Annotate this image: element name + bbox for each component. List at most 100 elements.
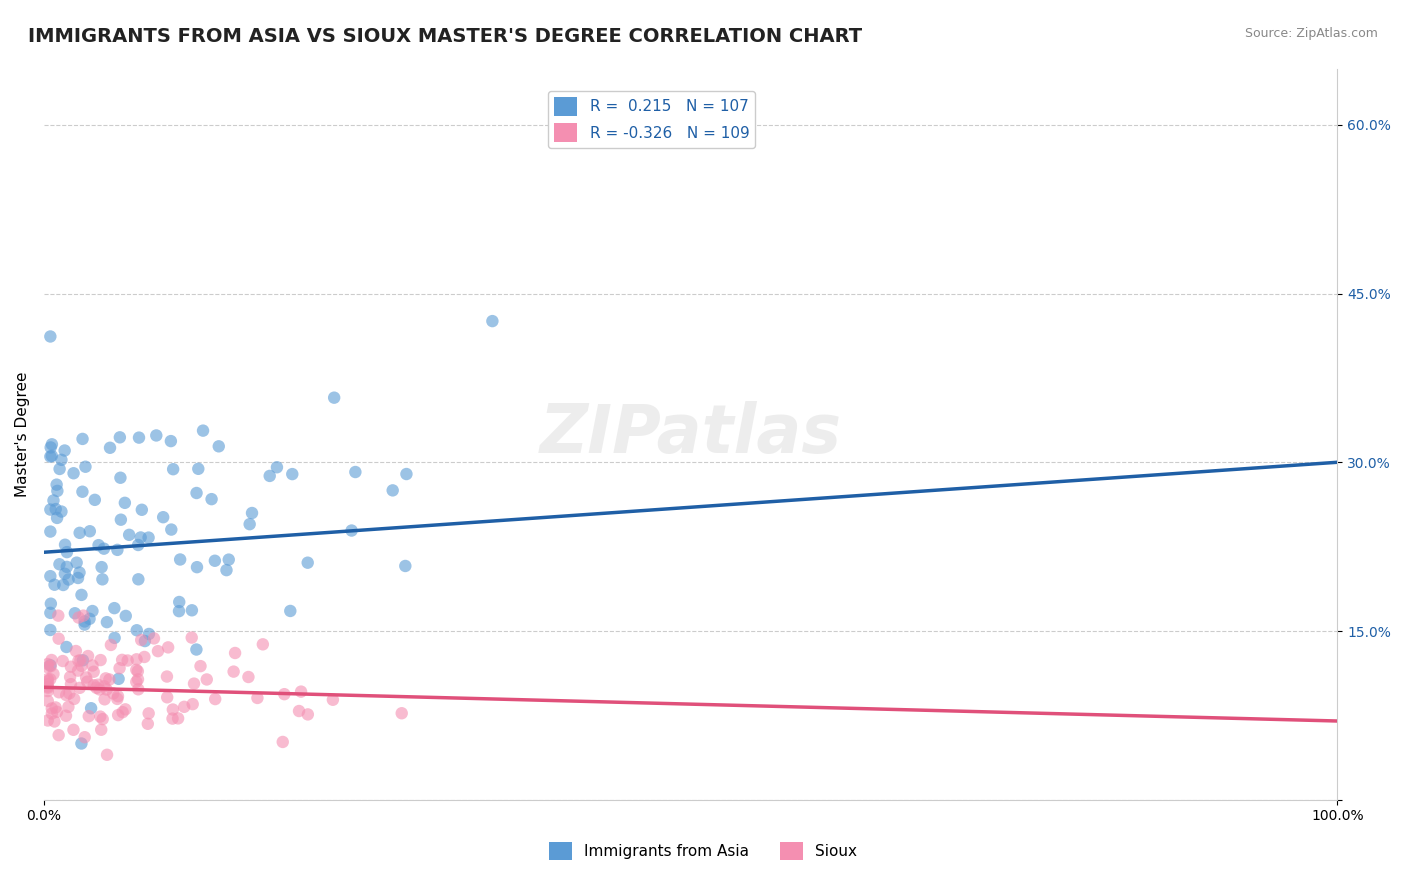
Sioux bbox=[37, 660, 59, 674]
Sioux bbox=[37, 681, 59, 695]
Sioux bbox=[252, 637, 274, 651]
Sioux bbox=[37, 657, 59, 671]
Immigrants from Asia bbox=[63, 606, 86, 620]
Immigrants from Asia bbox=[127, 572, 149, 586]
Immigrants from Asia bbox=[73, 617, 96, 632]
Sioux bbox=[391, 706, 413, 721]
Immigrants from Asia bbox=[103, 601, 125, 615]
Sioux bbox=[89, 682, 111, 697]
Sioux bbox=[127, 665, 149, 679]
Sioux bbox=[76, 674, 98, 689]
Sioux bbox=[125, 663, 148, 677]
Sioux bbox=[55, 708, 77, 723]
Immigrants from Asia bbox=[344, 465, 367, 479]
Sioux bbox=[180, 631, 202, 645]
Immigrants from Asia bbox=[145, 428, 167, 442]
Immigrants from Asia bbox=[45, 477, 67, 491]
Sioux bbox=[181, 697, 204, 711]
Sioux bbox=[273, 687, 295, 701]
Immigrants from Asia bbox=[44, 578, 66, 592]
Immigrants from Asia bbox=[53, 538, 76, 552]
Sioux bbox=[37, 674, 59, 689]
Immigrants from Asia bbox=[167, 595, 190, 609]
Immigrants from Asia bbox=[218, 552, 240, 566]
Immigrants from Asia bbox=[39, 623, 62, 637]
Y-axis label: Master's Degree: Master's Degree bbox=[15, 371, 30, 497]
Sioux bbox=[45, 700, 67, 714]
Immigrants from Asia bbox=[45, 502, 67, 516]
Sioux bbox=[125, 674, 148, 689]
Sioux bbox=[75, 670, 97, 684]
Immigrants from Asia bbox=[98, 441, 121, 455]
Immigrants from Asia bbox=[340, 524, 363, 538]
Legend: Immigrants from Asia, Sioux: Immigrants from Asia, Sioux bbox=[543, 836, 863, 866]
Sioux bbox=[173, 699, 195, 714]
Sioux bbox=[82, 658, 104, 673]
Sioux bbox=[290, 684, 312, 698]
Sioux bbox=[117, 653, 139, 667]
Sioux bbox=[162, 702, 184, 716]
Sioux bbox=[67, 664, 90, 678]
Immigrants from Asia bbox=[51, 504, 73, 518]
Immigrants from Asia bbox=[56, 560, 79, 574]
Sioux bbox=[103, 686, 125, 700]
Immigrants from Asia bbox=[91, 572, 114, 586]
Sioux bbox=[67, 610, 90, 624]
Immigrants from Asia bbox=[200, 492, 222, 507]
Immigrants from Asia bbox=[62, 467, 84, 481]
Sioux bbox=[89, 709, 111, 723]
Sioux bbox=[62, 723, 84, 737]
Immigrants from Asia bbox=[110, 471, 132, 485]
Sioux bbox=[77, 648, 100, 663]
Text: ZIPatlas: ZIPatlas bbox=[540, 401, 842, 467]
Sioux bbox=[37, 680, 59, 694]
Immigrants from Asia bbox=[48, 462, 70, 476]
Sioux bbox=[136, 716, 159, 731]
Sioux bbox=[77, 709, 100, 723]
Immigrants from Asia bbox=[72, 432, 94, 446]
Immigrants from Asia bbox=[239, 517, 262, 532]
Sioux bbox=[37, 684, 59, 698]
Sioux bbox=[59, 677, 82, 691]
Immigrants from Asia bbox=[55, 640, 77, 654]
Sioux bbox=[58, 700, 80, 714]
Immigrants from Asia bbox=[39, 658, 62, 673]
Immigrants from Asia bbox=[107, 672, 129, 686]
Immigrants from Asia bbox=[46, 511, 69, 525]
Sioux bbox=[183, 676, 205, 690]
Sioux bbox=[127, 682, 149, 697]
Immigrants from Asia bbox=[114, 496, 136, 510]
Immigrants from Asia bbox=[481, 314, 503, 328]
Sioux bbox=[59, 670, 82, 684]
Immigrants from Asia bbox=[75, 459, 97, 474]
Sioux bbox=[204, 692, 226, 706]
Immigrants from Asia bbox=[381, 483, 404, 498]
Immigrants from Asia bbox=[39, 441, 62, 455]
Sioux bbox=[37, 677, 59, 691]
Immigrants from Asia bbox=[80, 701, 103, 715]
Immigrants from Asia bbox=[118, 528, 141, 542]
Immigrants from Asia bbox=[138, 627, 160, 641]
Sioux bbox=[44, 714, 66, 729]
Sioux bbox=[46, 608, 69, 623]
Immigrants from Asia bbox=[108, 430, 131, 444]
Immigrants from Asia bbox=[70, 737, 93, 751]
Sioux bbox=[46, 705, 69, 719]
Sioux bbox=[87, 678, 110, 692]
Immigrants from Asia bbox=[134, 634, 156, 648]
Sioux bbox=[246, 690, 269, 705]
Sioux bbox=[83, 665, 105, 679]
Sioux bbox=[67, 654, 90, 668]
Immigrants from Asia bbox=[73, 615, 96, 629]
Immigrants from Asia bbox=[82, 604, 104, 618]
Immigrants from Asia bbox=[186, 560, 208, 574]
Sioux bbox=[41, 701, 63, 715]
Immigrants from Asia bbox=[79, 612, 101, 626]
Sioux bbox=[105, 692, 128, 706]
Sioux bbox=[94, 672, 117, 686]
Sioux bbox=[41, 706, 63, 721]
Sioux bbox=[111, 705, 134, 719]
Sioux bbox=[114, 702, 136, 716]
Immigrants from Asia bbox=[127, 538, 149, 552]
Sioux bbox=[83, 678, 105, 692]
